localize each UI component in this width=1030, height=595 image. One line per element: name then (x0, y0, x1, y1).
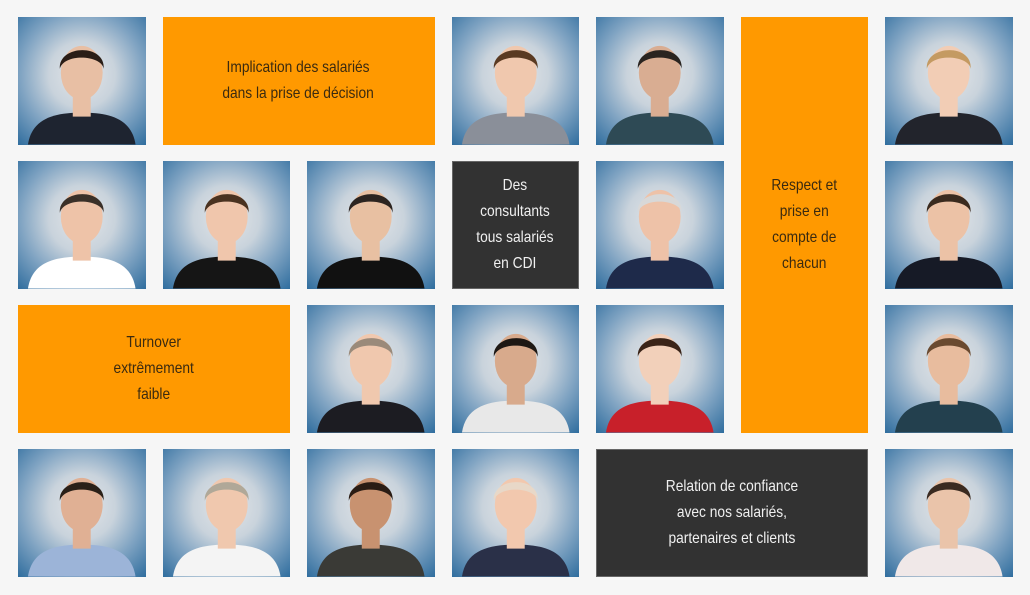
team-photo (885, 305, 1013, 433)
value-text: Relation de confiance avec nos salariés,… (665, 477, 799, 547)
person-silhouette-icon (605, 189, 714, 289)
team-photo (18, 17, 146, 145)
person-silhouette-icon (27, 45, 136, 145)
person-silhouette-icon (605, 333, 714, 433)
person-silhouette-icon (894, 45, 1003, 145)
value-text: Implication des salariés dans la prise d… (222, 58, 375, 102)
team-photo (307, 305, 435, 433)
team-photo (885, 161, 1013, 289)
person-silhouette-icon (316, 477, 425, 577)
person-silhouette-icon (461, 477, 570, 577)
value-text: Respect et prise en compte de chacun (771, 176, 838, 272)
team-photo (885, 17, 1013, 145)
team-photo (596, 161, 724, 289)
team-photo (451, 17, 579, 145)
person-silhouette-icon (894, 189, 1003, 289)
team-photo (596, 305, 724, 433)
team-photo (18, 449, 146, 577)
team-mosaic: Implication des salariés dans la prise d… (18, 17, 1013, 577)
team-photo (451, 449, 579, 577)
person-silhouette-icon (894, 477, 1003, 577)
person-silhouette-icon (27, 477, 136, 577)
team-photo (451, 305, 579, 433)
value-tile-consultants: Des consultants tous salariés en CDI (451, 161, 579, 289)
team-photo (307, 449, 435, 577)
value-tile-relation: Relation de confiance avec nos salariés,… (596, 449, 868, 577)
person-silhouette-icon (605, 45, 714, 145)
person-silhouette-icon (316, 333, 425, 433)
person-silhouette-icon (316, 189, 425, 289)
team-photo (885, 449, 1013, 577)
value-text: Des consultants tous salariés en CDI (476, 176, 554, 272)
person-silhouette-icon (461, 45, 570, 145)
person-silhouette-icon (461, 333, 570, 433)
team-photo (162, 161, 290, 289)
value-tile-turnover: Turnover extrêmement faible (18, 305, 290, 433)
team-photo (162, 449, 290, 577)
team-photo (307, 161, 435, 289)
person-silhouette-icon (27, 189, 136, 289)
person-silhouette-icon (894, 333, 1003, 433)
team-photo (596, 17, 724, 145)
value-tile-respect: Respect et prise en compte de chacun (740, 17, 868, 433)
value-tile-implication: Implication des salariés dans la prise d… (162, 17, 435, 145)
person-silhouette-icon (172, 189, 281, 289)
team-photo (18, 161, 146, 289)
person-silhouette-icon (172, 477, 281, 577)
value-text: Turnover extrêmement faible (113, 333, 195, 403)
